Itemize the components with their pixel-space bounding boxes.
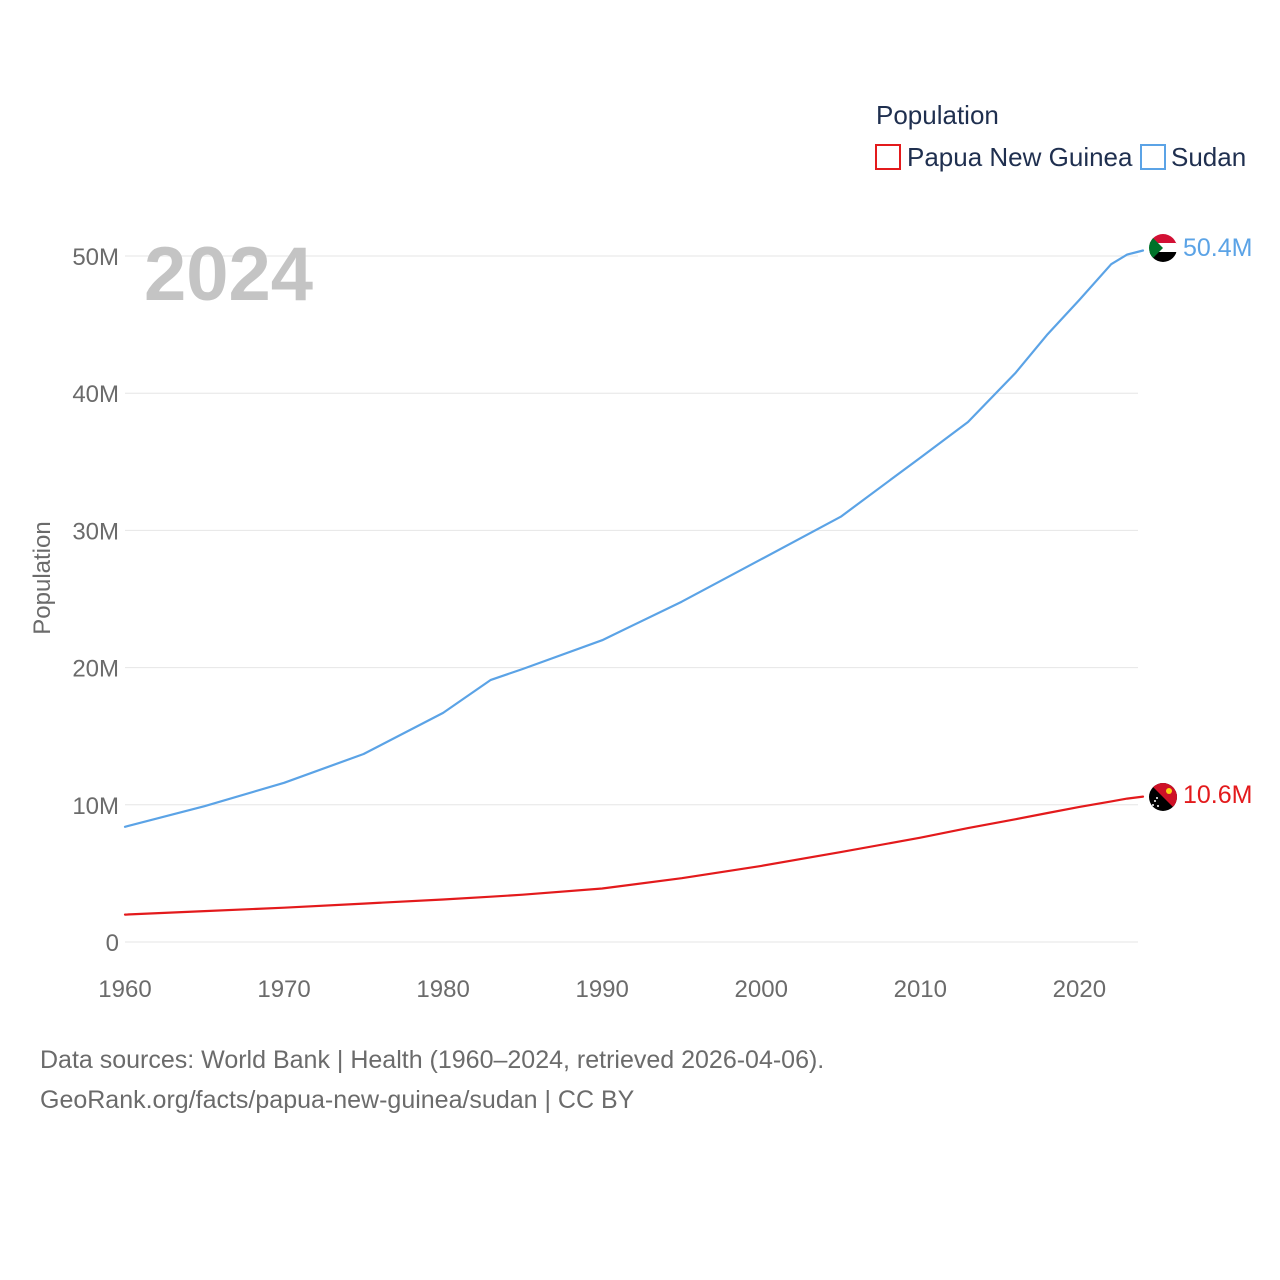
current-year-label: 2024 xyxy=(144,232,313,317)
legend-swatch-sudan[interactable] xyxy=(1140,144,1166,170)
source-line-2: GeoRank.org/facts/papua-new-guinea/sudan… xyxy=(40,1086,635,1114)
y-tick-label: 0 xyxy=(106,930,119,957)
x-tick-label: 1990 xyxy=(575,976,628,1003)
y-tick-label: 20M xyxy=(72,656,119,683)
legend-swatch-papua-new-guinea[interactable] xyxy=(875,144,901,170)
y-tick-label: 40M xyxy=(72,381,119,408)
legend: Population Papua New Guinea Sudan xyxy=(875,100,1246,172)
series-line-sudan[interactable] xyxy=(123,249,1145,828)
x-tick-label: 1970 xyxy=(257,976,310,1003)
legend-title: Population xyxy=(876,100,999,130)
y-tick-label: 50M xyxy=(72,244,119,271)
legend-label-sudan[interactable]: Sudan xyxy=(1171,142,1246,172)
y-axis-ticks: 0 10M 20M 30M 40M 50M xyxy=(72,244,119,957)
series-lines xyxy=(123,249,1145,916)
sudan-end-value-label: 50.4M xyxy=(1183,234,1252,262)
data-source-note: Data sources: World Bank | Health (1960–… xyxy=(40,1040,824,1120)
y-tick-label: 10M xyxy=(72,793,119,820)
legend-label-papua-new-guinea[interactable]: Papua New Guinea xyxy=(907,142,1133,172)
grid-lines xyxy=(125,255,1138,943)
papua-new-guinea-end-value-label: 10.6M xyxy=(1183,781,1252,809)
x-tick-label: 2000 xyxy=(735,976,788,1003)
x-tick-label: 2020 xyxy=(1053,976,1106,1003)
sudan-flag-icon xyxy=(1149,234,1177,262)
x-tick-label: 1980 xyxy=(416,976,469,1003)
source-line-1: Data sources: World Bank | Health (1960–… xyxy=(40,1046,825,1074)
y-axis-title: Population xyxy=(29,521,56,634)
series-line-papua-new-guinea[interactable] xyxy=(123,795,1145,916)
x-tick-label: 2010 xyxy=(894,976,947,1003)
x-axis-ticks: 1960 1970 1980 1990 2000 2010 2020 xyxy=(98,976,1106,1003)
y-tick-label: 30M xyxy=(72,518,119,545)
papua-new-guinea-flag-icon xyxy=(1149,783,1177,811)
x-tick-label: 1960 xyxy=(98,976,151,1003)
